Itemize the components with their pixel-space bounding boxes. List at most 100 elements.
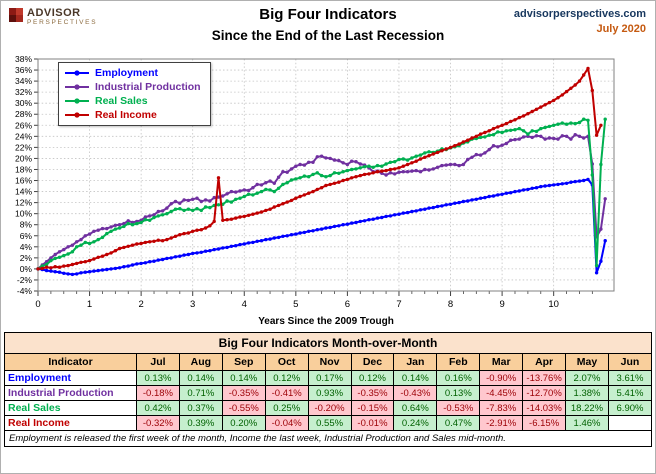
series-marker (139, 220, 143, 225)
series-marker (521, 129, 526, 133)
value-cell: 0.37% (178, 400, 223, 416)
table-header-row: Indicator Jul Aug Sep Oct Nov Dec Jan Feb Mar Apr M… (4, 353, 653, 371)
series-marker (393, 167, 397, 171)
series-marker (577, 179, 582, 183)
series-marker (466, 157, 470, 162)
site-link[interactable]: advisorperspectives.com (513, 8, 646, 20)
series-marker (186, 198, 191, 203)
series-marker (208, 224, 212, 228)
series-marker (294, 164, 298, 168)
series-marker (238, 215, 242, 219)
series-marker (148, 218, 152, 222)
series-marker (169, 209, 173, 214)
series-marker (564, 181, 569, 185)
series-marker (216, 203, 221, 207)
value-cell: 3.61% (607, 370, 653, 386)
series-marker (246, 192, 251, 196)
series-marker (66, 245, 70, 249)
value-cell: -4.45% (479, 385, 524, 401)
series-marker (307, 191, 311, 195)
indicator-label: Real Income (4, 415, 137, 431)
series-marker (427, 206, 431, 210)
series-marker (229, 217, 234, 221)
series-marker (160, 257, 165, 262)
series-marker (573, 121, 577, 126)
series-marker (117, 223, 122, 227)
value-cell: -0.20% (307, 400, 352, 416)
series-marker (96, 268, 100, 273)
series-marker (560, 134, 564, 138)
series-marker (457, 142, 461, 146)
series-marker (547, 100, 552, 105)
indicator-label: Employment (4, 370, 137, 386)
series-marker (242, 242, 246, 246)
plot-border (37, 58, 615, 292)
series-marker (367, 218, 371, 222)
series-marker (225, 192, 229, 196)
series-marker (414, 159, 418, 163)
series-marker (285, 181, 289, 185)
legend-label: Real Sales (95, 95, 148, 107)
series-marker (384, 162, 388, 166)
series-marker (397, 212, 401, 216)
series-marker (44, 265, 49, 269)
series-marker (530, 129, 534, 133)
series-marker (375, 216, 380, 220)
series-marker (109, 251, 113, 255)
value-cell: 0.12% (264, 370, 309, 386)
series-marker (135, 221, 139, 226)
series-marker (156, 258, 160, 262)
series-marker (401, 157, 405, 161)
series-marker (87, 270, 92, 274)
series-marker (122, 221, 126, 226)
series-marker (302, 230, 307, 235)
legend-label: Employment (95, 67, 159, 79)
series-marker (234, 216, 238, 220)
series-marker (332, 181, 337, 185)
value-cell: 0.25% (264, 400, 309, 416)
series-marker (135, 242, 139, 246)
series-marker (186, 207, 191, 211)
series-marker (79, 237, 83, 242)
series-marker (547, 183, 552, 188)
series-marker (229, 200, 234, 204)
value-cell: 0.64% (393, 400, 438, 416)
series-marker (534, 134, 539, 138)
series-marker (431, 205, 435, 210)
column-header: May (565, 353, 609, 371)
series-marker (526, 187, 530, 192)
series-marker (105, 252, 109, 257)
series-marker (539, 126, 543, 131)
series-marker (358, 173, 362, 178)
series-marker (281, 170, 285, 174)
series-marker (504, 191, 509, 195)
series-marker (96, 228, 100, 232)
series-marker (552, 98, 556, 103)
series-marker (401, 170, 405, 174)
series-marker (165, 212, 169, 216)
series-marker (427, 168, 431, 172)
series-marker (113, 223, 118, 227)
series-marker (92, 257, 96, 261)
series-marker (238, 242, 242, 247)
series-marker (487, 129, 491, 133)
legend-label: Industrial Production (95, 81, 201, 93)
advisor-perspectives-logo: ADVISOR PERSPECTIVES (9, 8, 97, 27)
series-marker (57, 265, 62, 269)
series-marker (354, 160, 358, 164)
series-marker (143, 218, 148, 222)
series-marker (530, 109, 534, 114)
y-tick-label: 36% (15, 65, 32, 75)
series-marker (251, 186, 255, 190)
series-marker (427, 154, 431, 158)
series-marker (92, 240, 96, 244)
series-marker (599, 227, 603, 231)
series-marker (457, 163, 461, 168)
series-marker (423, 207, 427, 211)
series-marker (315, 187, 319, 192)
value-cell: 0.55% (307, 415, 352, 431)
series-marker (530, 135, 534, 140)
series-marker (113, 249, 118, 253)
series-marker (577, 134, 582, 138)
series-marker (234, 197, 238, 201)
